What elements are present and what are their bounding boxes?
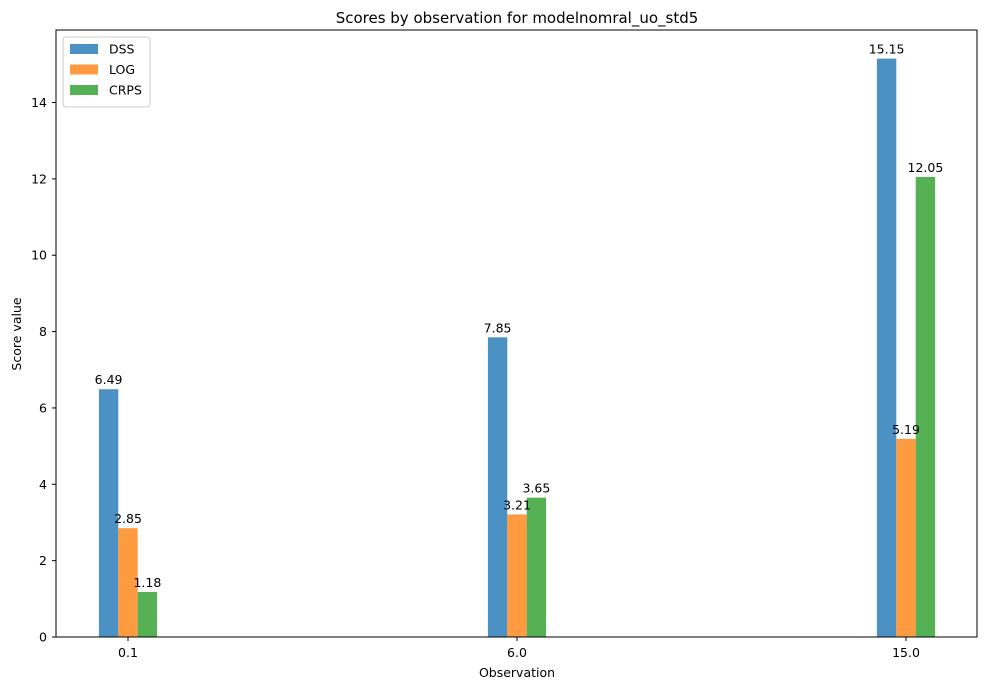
y-tick-label: 6 <box>39 400 47 415</box>
data-label-log-0: 2.85 <box>114 511 142 526</box>
bar-dss-0 <box>98 389 119 637</box>
legend-label-log: LOG <box>109 62 135 77</box>
y-tick-label: 0 <box>39 630 47 645</box>
legend-swatch-log <box>70 64 98 75</box>
data-label-log-2: 5.19 <box>892 422 920 437</box>
bar-log-1 <box>507 514 527 637</box>
legend-label-crps: CRPS <box>109 83 142 98</box>
data-label-crps-1: 3.65 <box>522 481 550 496</box>
y-axis-label: Score value <box>9 297 24 370</box>
bar-crps-0 <box>137 591 158 637</box>
bar-crps-1 <box>526 497 547 637</box>
chart-title: Scores by observation for modelnomral_uo… <box>336 9 699 28</box>
bar-dss-2 <box>876 58 897 637</box>
legend-swatch-crps <box>70 85 98 95</box>
y-tick-label: 10 <box>31 248 47 263</box>
y-tick-label: 12 <box>31 171 47 186</box>
legend-swatch-dss <box>70 44 98 54</box>
y-axis: 0 2 4 6 8 10 12 14 <box>31 95 56 645</box>
bar-log-2 <box>896 438 916 637</box>
bar-crps-2 <box>915 176 936 638</box>
bar-log-0 <box>118 528 138 637</box>
y-tick-label: 14 <box>31 95 47 110</box>
x-axis-label: Observation <box>479 665 555 680</box>
y-tick-label: 4 <box>39 477 47 492</box>
data-labels: 6.49 7.85 15.15 2.85 3.21 5.19 1.18 3.65 12.05 <box>95 42 944 590</box>
data-label-crps-2: 12.05 <box>908 160 944 175</box>
y-tick-label: 2 <box>39 553 47 568</box>
bar-dss-1 <box>487 337 508 637</box>
y-tick-label: 8 <box>39 324 47 339</box>
x-tick-label: 0.1 <box>118 645 138 660</box>
bars <box>98 58 936 638</box>
x-axis: 0.1 6.0 15.0 <box>118 637 920 660</box>
data-label-dss-0: 6.49 <box>95 372 123 387</box>
data-label-dss-1: 7.85 <box>484 320 512 335</box>
data-label-crps-0: 1.18 <box>133 575 161 590</box>
legend: DSS LOG CRPS <box>62 36 151 108</box>
data-label-dss-2: 15.15 <box>869 42 905 57</box>
legend-label-dss: DSS <box>109 42 135 57</box>
data-label-log-1: 3.21 <box>503 497 531 512</box>
x-tick-label: 6.0 <box>507 645 527 660</box>
x-tick-label: 15.0 <box>892 645 920 660</box>
